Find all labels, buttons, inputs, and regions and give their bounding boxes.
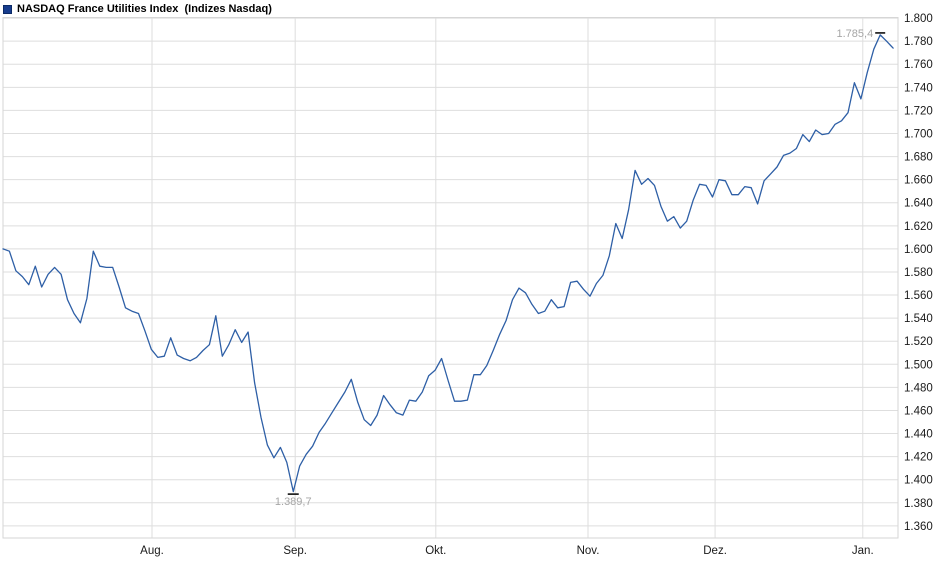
low-value-label: 1.389,7: [275, 496, 312, 508]
gridlines: [2, 17, 899, 539]
x-tick-label: Dez.: [703, 545, 727, 557]
y-tick-label: 1.560: [904, 290, 933, 302]
high-value-label: 1.785,4: [836, 28, 873, 40]
y-tick-label: 1.600: [904, 244, 933, 256]
y-tick-label: 1.700: [904, 128, 933, 140]
y-tick-label: 1.500: [904, 359, 933, 371]
chart-title: NASDAQ France Utilities Index (Indizes N…: [17, 3, 272, 15]
y-tick-label: 1.480: [904, 382, 933, 394]
x-tick-label: Nov.: [577, 545, 600, 557]
y-tick-label: 1.660: [904, 175, 933, 187]
y-tick-label: 1.720: [904, 105, 933, 117]
x-tick-label: Aug.: [140, 545, 164, 557]
series-legend-swatch: [3, 5, 12, 14]
y-tick-label: 1.520: [904, 336, 933, 348]
x-tick-label: Jan.: [852, 545, 874, 557]
x-axis-labels: Aug. Sep. Okt. Nov. Dez. Jan.: [140, 545, 874, 557]
y-tick-label: 1.760: [904, 59, 933, 71]
y-tick-label: 1.740: [904, 82, 933, 94]
price-polyline: [2, 34, 894, 493]
y-tick-label: 1.400: [904, 475, 933, 487]
y-tick-label: 1.440: [904, 429, 933, 441]
y-tick-label: 1.800: [904, 13, 933, 25]
y-tick-label: 1.680: [904, 152, 933, 164]
y-axis-labels: 1.800 1.780 1.760 1.740 1.720 1.700 1.680 1.660…: [904, 13, 933, 533]
y-tick-label: 1.460: [904, 405, 933, 417]
y-tick-label: 1.580: [904, 267, 933, 279]
y-tick-label: 1.360: [904, 521, 933, 533]
y-tick-label: 1.420: [904, 452, 933, 464]
chart-header: NASDAQ France Utilities Index (Indizes N…: [3, 2, 272, 16]
y-tick-label: 1.620: [904, 221, 933, 233]
y-tick-label: 1.640: [904, 198, 933, 210]
series-line: [2, 34, 894, 493]
y-tick-label: 1.780: [904, 36, 933, 48]
y-tick-label: 1.380: [904, 498, 933, 510]
plot-border: [2, 17, 899, 539]
x-tick-label: Okt.: [425, 545, 446, 557]
annotations: 1.785,4 1.389,7: [275, 28, 886, 508]
y-tick-label: 1.540: [904, 313, 933, 325]
x-tick-label: Sep.: [283, 545, 307, 557]
